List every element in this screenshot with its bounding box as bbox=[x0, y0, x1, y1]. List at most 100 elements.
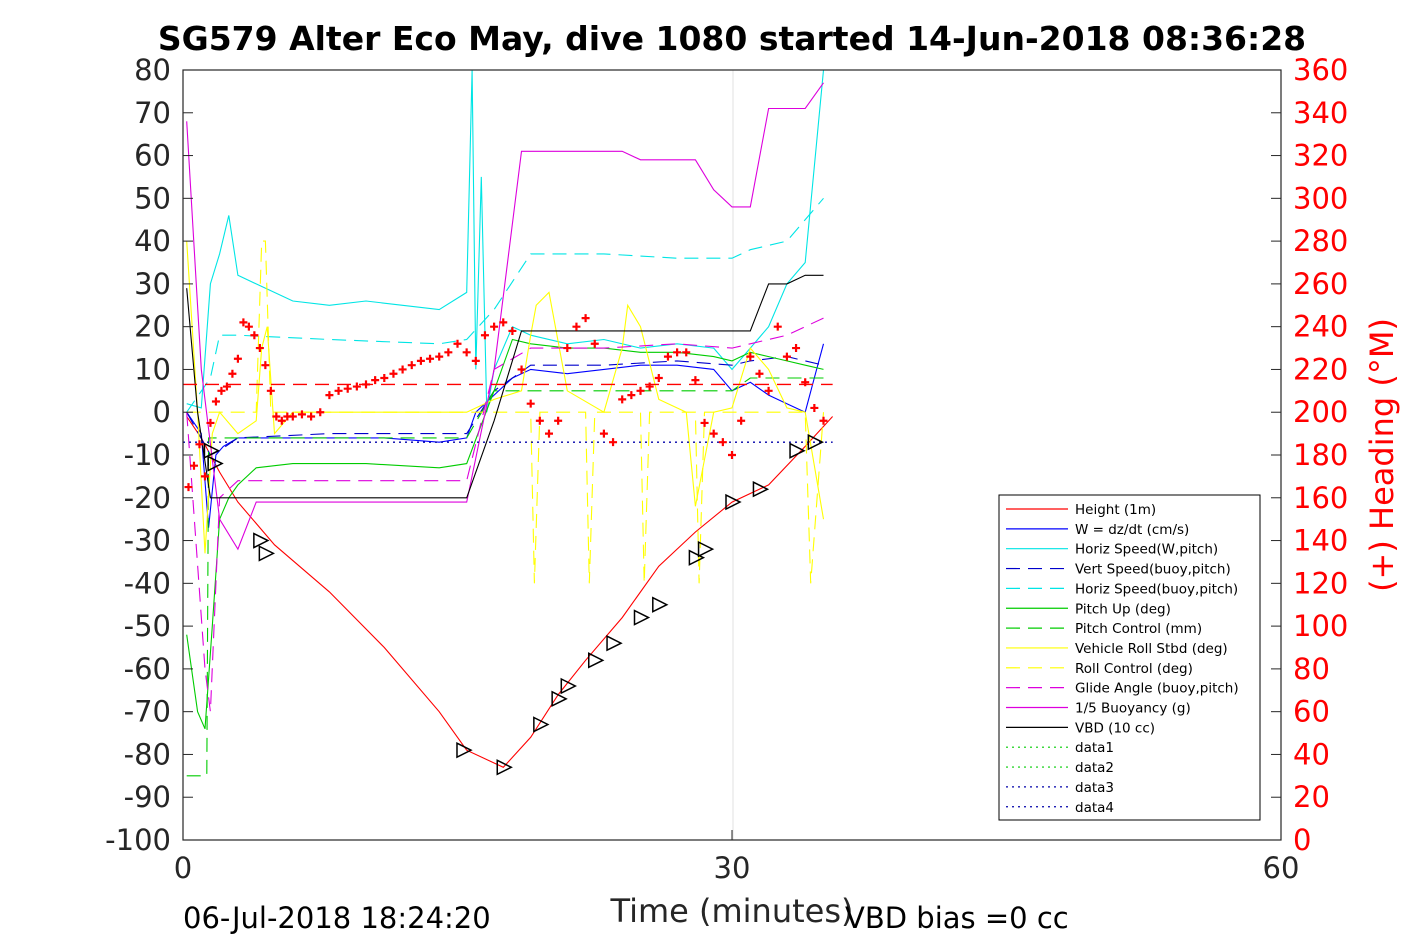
heading-point bbox=[682, 348, 691, 357]
legend-label-7: Vehicle Roll Stbd (deg) bbox=[1075, 641, 1228, 657]
heading-point bbox=[371, 376, 380, 385]
x-axis: 0 30 60 bbox=[174, 830, 1299, 885]
legend: Height (1m) W = dz/dt (cm/s) Horiz Speed(W… bbox=[998, 494, 1261, 821]
heading-point bbox=[545, 429, 553, 438]
heading-point bbox=[380, 374, 389, 382]
legend-label-11: VBD (10 cc) bbox=[1075, 720, 1155, 736]
x-tick-label: 0 bbox=[174, 851, 192, 885]
heading-point bbox=[764, 386, 773, 395]
left-tick-label: -50 bbox=[124, 609, 171, 643]
heading-point bbox=[691, 376, 700, 385]
heading-point bbox=[627, 391, 636, 400]
heading-point bbox=[195, 440, 204, 449]
heading-point bbox=[654, 374, 663, 382]
heading-point bbox=[250, 331, 259, 340]
heading-point bbox=[618, 395, 627, 404]
right-tick-label: 340 bbox=[1293, 96, 1348, 130]
legend-label-12: data1 bbox=[1075, 740, 1114, 756]
heading-point bbox=[325, 391, 334, 400]
triangle-marker bbox=[496, 759, 513, 776]
legend-label-0: Height (1m) bbox=[1075, 502, 1156, 518]
left-tick-label: 10 bbox=[134, 352, 171, 386]
left-tick-label: -40 bbox=[124, 566, 171, 600]
series-line-11 bbox=[186, 274, 824, 499]
triangle-marker bbox=[533, 716, 550, 733]
left-tick-label: -20 bbox=[124, 481, 171, 515]
heading-point bbox=[266, 386, 275, 395]
right-tick-label: 260 bbox=[1293, 267, 1348, 301]
heading-point bbox=[255, 344, 264, 353]
legend-label-3: Vert Speed(buoy,pitch) bbox=[1075, 562, 1231, 578]
right-tick-label: 300 bbox=[1293, 181, 1348, 215]
heading-point bbox=[508, 326, 517, 335]
legend-label-15: data4 bbox=[1075, 800, 1114, 816]
left-tick-label: 40 bbox=[134, 224, 171, 258]
heading-point bbox=[239, 318, 248, 327]
right-tick-label: 240 bbox=[1293, 310, 1348, 344]
triangle-marker bbox=[203, 442, 221, 459]
legend-label-9: Glide Angle (buoy,pitch) bbox=[1075, 681, 1239, 697]
footer-timestamp: 06-Jul-2018 18:24:20 bbox=[183, 901, 491, 935]
heading-point bbox=[755, 369, 764, 378]
x-axis-label: Time (minutes) bbox=[610, 892, 854, 930]
triangle-marker bbox=[633, 609, 651, 626]
left-tick-label: -60 bbox=[124, 652, 171, 686]
series-line-4 bbox=[186, 197, 824, 413]
legend-label-14: data3 bbox=[1075, 780, 1114, 796]
right-tick-label: 20 bbox=[1293, 780, 1330, 814]
left-tick-label: 0 bbox=[153, 395, 171, 429]
legend-label-10: 1/5 Buoyancy (g) bbox=[1075, 701, 1191, 717]
heading-point bbox=[535, 416, 544, 425]
chart-title: SG579 Alter Eco May, dive 1080 started 1… bbox=[158, 19, 1306, 58]
heading-point bbox=[352, 382, 361, 391]
heading-point bbox=[416, 356, 425, 365]
right-tick-label: 0 bbox=[1293, 823, 1311, 857]
left-tick-label: -10 bbox=[124, 438, 171, 472]
heading-point bbox=[217, 386, 226, 395]
series-line-7 bbox=[186, 241, 825, 554]
heading-point bbox=[746, 352, 755, 361]
heading-point bbox=[211, 397, 220, 406]
legend-label-6: Pitch Control (mm) bbox=[1075, 621, 1202, 637]
right-tick-label: 280 bbox=[1293, 224, 1348, 258]
heading-point bbox=[700, 418, 709, 427]
heading-point bbox=[389, 369, 398, 378]
heading-point bbox=[398, 365, 407, 374]
triangle-marker bbox=[588, 652, 605, 669]
heading-point bbox=[718, 438, 727, 447]
heading-point bbox=[480, 331, 489, 340]
heading-point bbox=[261, 361, 270, 370]
right-tick-label: 200 bbox=[1293, 395, 1348, 429]
legend-label-4: Horiz Speed(buoy,pitch) bbox=[1075, 581, 1238, 597]
heading-point bbox=[792, 344, 801, 353]
heading-point bbox=[334, 386, 343, 395]
heading-point bbox=[184, 483, 193, 492]
x-tick-label: 30 bbox=[714, 851, 751, 885]
heading-point bbox=[810, 403, 819, 412]
triangle-markers bbox=[203, 433, 825, 776]
triangle-marker bbox=[697, 540, 715, 558]
legend-label-13: data2 bbox=[1075, 760, 1114, 776]
left-tick-label: -100 bbox=[105, 823, 171, 857]
heading-point bbox=[200, 472, 209, 481]
series-line-10 bbox=[186, 82, 824, 551]
left-tick-label: 20 bbox=[134, 310, 171, 344]
left-tick-label: -70 bbox=[124, 695, 171, 729]
heading-point bbox=[609, 438, 618, 447]
right-tick-label: 160 bbox=[1293, 481, 1348, 515]
heading-point bbox=[288, 412, 297, 421]
series-line-2 bbox=[186, 69, 825, 413]
heading-point bbox=[599, 429, 608, 438]
triangle-marker bbox=[560, 677, 577, 695]
heading-point bbox=[426, 354, 435, 363]
series-line-9 bbox=[186, 317, 824, 712]
heading-point bbox=[673, 348, 682, 357]
heading-point bbox=[517, 365, 526, 374]
heading-point bbox=[189, 461, 198, 470]
heading-point bbox=[444, 348, 453, 357]
right-tick-label: 80 bbox=[1293, 652, 1330, 686]
legend-label-5: Pitch Up (deg) bbox=[1075, 601, 1171, 617]
heading-point bbox=[526, 399, 535, 408]
right-y-axis: 3603403203002802602402202001801601401201… bbox=[1271, 53, 1348, 857]
